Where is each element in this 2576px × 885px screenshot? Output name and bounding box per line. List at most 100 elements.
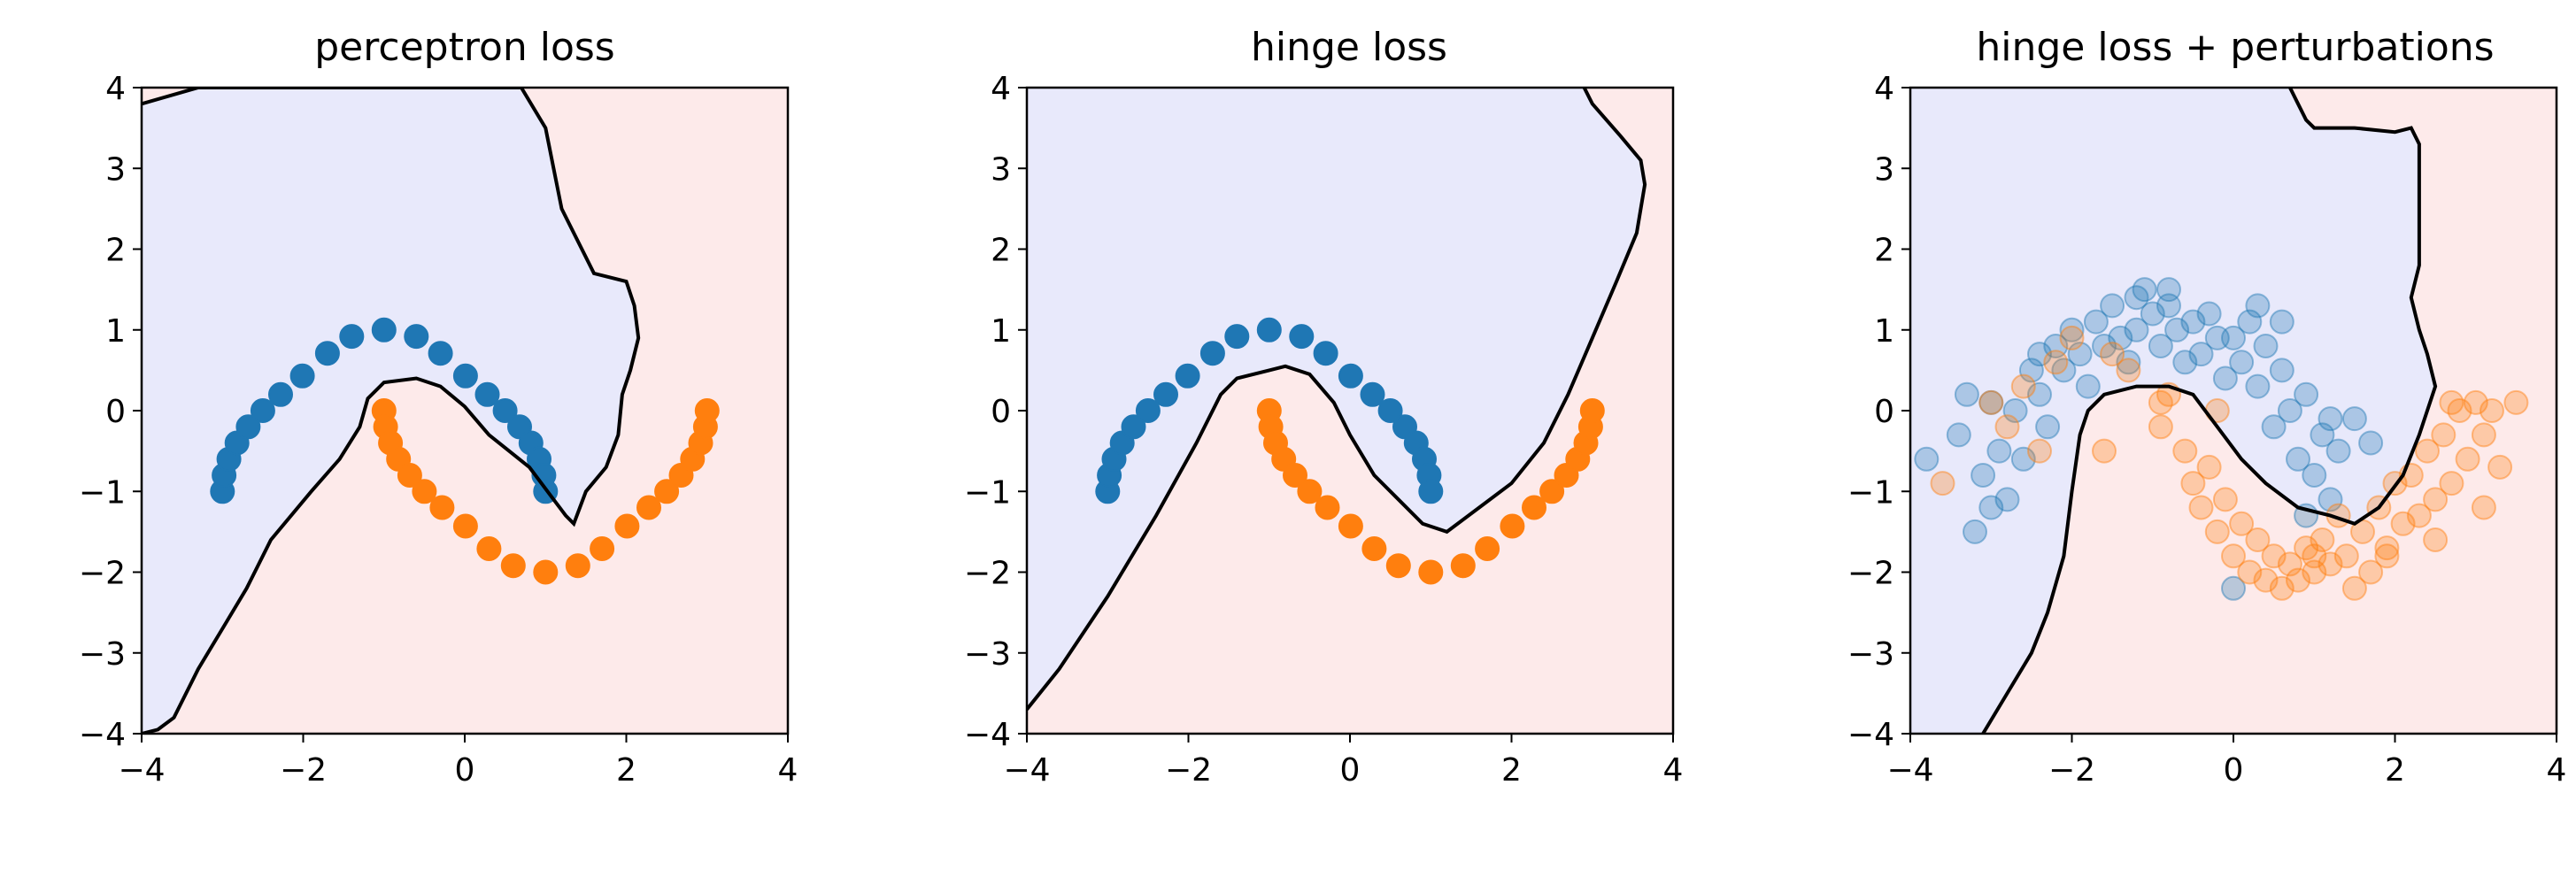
data-point	[1256, 317, 1282, 342]
data-point	[2035, 414, 2061, 440]
data-point	[1385, 553, 1411, 579]
data-point	[2286, 446, 2310, 472]
y-tick-label: 0	[991, 394, 1011, 430]
data-point	[694, 398, 720, 423]
data-point	[2269, 575, 2294, 601]
y-tick-label: −2	[79, 556, 126, 592]
y-tick-label: −3	[964, 636, 1011, 673]
data-point	[636, 495, 661, 520]
data-point	[452, 363, 478, 389]
data-point	[1971, 463, 1996, 488]
data-point	[2027, 342, 2052, 367]
data-point	[2221, 325, 2246, 350]
data-point	[1963, 519, 1987, 544]
data-point	[2333, 543, 2359, 569]
data-point	[2341, 575, 2367, 601]
series-class0	[210, 317, 559, 504]
data-point	[2318, 406, 2343, 432]
data-point	[429, 495, 455, 520]
data-point	[1377, 398, 1403, 423]
data-point	[2221, 543, 2246, 569]
data-point	[2487, 454, 2513, 480]
data-point	[2229, 511, 2255, 536]
data-point	[1360, 381, 1385, 407]
data-point	[2503, 389, 2529, 415]
data-point	[1579, 398, 1605, 423]
data-point	[2172, 438, 2198, 464]
panel-perceptron-loss: −4 −2 0 2 4 −4 −3 −2 −1 0 1 2 3 4 perceptron loss	[79, 25, 798, 789]
data-point	[2286, 567, 2310, 593]
y-tick-label: 1	[105, 313, 126, 350]
data-point	[2075, 373, 2101, 399]
data-point	[2325, 438, 2351, 464]
data-point	[2172, 350, 2198, 375]
data-point	[1297, 479, 1323, 504]
data-point	[2043, 334, 2069, 358]
data-point	[2156, 277, 2181, 303]
decision-boundary	[1981, 88, 2438, 734]
y-tick-label: 4	[105, 71, 126, 107]
data-point	[2269, 309, 2294, 335]
y-tick-label: −4	[79, 717, 126, 753]
y-tick-label: −2	[964, 556, 1011, 592]
y-tick-label: 3	[991, 151, 1011, 188]
data-point	[2358, 430, 2384, 456]
data-point	[2439, 389, 2464, 415]
data-point	[2471, 422, 2496, 448]
data-point	[2229, 350, 2255, 375]
data-point	[2100, 342, 2125, 367]
data-point	[2294, 381, 2319, 407]
data-point	[2261, 543, 2287, 569]
series-class1	[1256, 398, 1605, 585]
region-class0	[142, 88, 639, 734]
data-point	[268, 381, 293, 407]
data-point	[412, 479, 437, 504]
x-tick-label: −2	[280, 752, 327, 789]
data-point	[1135, 398, 1161, 423]
data-point	[2027, 438, 2052, 464]
data-point	[1978, 389, 2004, 415]
data-point	[2059, 325, 2085, 350]
decision-boundary	[1027, 88, 1647, 711]
data-point	[2261, 414, 2287, 440]
x-tick-label: 2	[1501, 752, 1522, 789]
data-point	[404, 324, 429, 350]
y-tick-label: 4	[1874, 71, 1894, 107]
data-point	[2083, 309, 2109, 335]
data-point	[2415, 438, 2440, 464]
data-point	[1954, 381, 1979, 407]
data-point	[1450, 553, 1476, 579]
data-point	[2341, 406, 2367, 432]
data-point	[474, 381, 500, 407]
data-point	[2156, 293, 2181, 319]
data-point	[2140, 301, 2165, 327]
data-point	[2447, 398, 2472, 423]
data-point	[2010, 446, 2036, 472]
data-point	[452, 513, 478, 539]
data-point	[2253, 334, 2279, 358]
panel-title: hinge loss	[1251, 25, 1447, 70]
data-point	[2423, 527, 2449, 552]
panel-title: perceptron loss	[314, 25, 614, 70]
data-point	[500, 553, 526, 579]
data-point	[1978, 389, 2004, 415]
data-point	[289, 363, 315, 389]
data-point	[1315, 495, 1340, 520]
data-point	[2018, 358, 2044, 383]
x-tick-label: 4	[2547, 752, 2567, 789]
data-point	[1338, 363, 1363, 389]
y-tick-label: −4	[964, 717, 1011, 753]
x-tick-label: −4	[1886, 752, 1933, 789]
y-tick-label: 2	[105, 233, 126, 269]
y-tick-label: −1	[1847, 474, 1894, 511]
data-point	[1930, 471, 1955, 496]
x-tick-label: 0	[1340, 752, 1361, 789]
data-point	[2480, 398, 2504, 423]
series-class0	[1914, 277, 2384, 601]
data-point	[2180, 309, 2206, 335]
data-point	[2148, 414, 2173, 440]
data-point	[1121, 414, 1146, 440]
data-point	[2318, 487, 2343, 512]
y-tick-label: 3	[1874, 151, 1894, 188]
data-point	[2245, 373, 2271, 399]
